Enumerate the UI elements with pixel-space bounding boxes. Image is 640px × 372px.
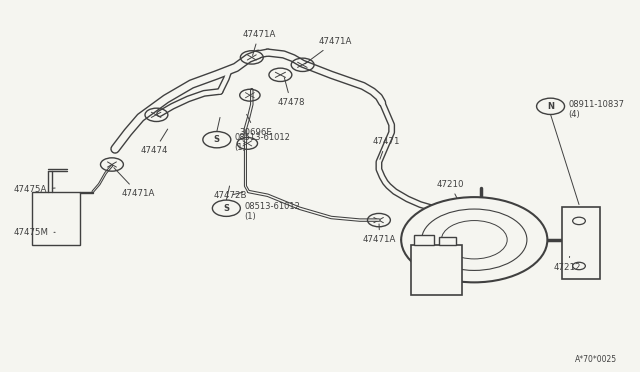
- Text: 08911-10837: 08911-10837: [568, 100, 625, 109]
- Circle shape: [212, 200, 241, 217]
- Text: 47475A: 47475A: [13, 185, 55, 194]
- FancyBboxPatch shape: [562, 208, 600, 279]
- Text: 47471: 47471: [372, 137, 400, 159]
- Text: S: S: [223, 204, 229, 213]
- FancyBboxPatch shape: [33, 192, 80, 245]
- Text: 47472B: 47472B: [214, 191, 247, 200]
- FancyBboxPatch shape: [438, 237, 456, 245]
- Text: S: S: [214, 135, 220, 144]
- Text: 47474: 47474: [141, 129, 168, 155]
- Text: 30696E: 30696E: [239, 114, 272, 137]
- Text: 47471A: 47471A: [363, 224, 396, 244]
- Text: 47471A: 47471A: [243, 29, 276, 55]
- Text: (1): (1): [235, 143, 246, 152]
- Text: 08513-61012: 08513-61012: [235, 133, 291, 142]
- Circle shape: [203, 132, 231, 148]
- Text: (4): (4): [568, 110, 580, 119]
- Text: 47471A: 47471A: [305, 37, 352, 64]
- Circle shape: [401, 197, 547, 282]
- Text: 47210: 47210: [436, 180, 463, 198]
- Text: A*70*0025: A*70*0025: [575, 355, 618, 364]
- Text: (1): (1): [244, 212, 256, 221]
- FancyBboxPatch shape: [414, 235, 434, 245]
- Text: 47475M: 47475M: [13, 228, 55, 237]
- FancyBboxPatch shape: [411, 245, 461, 295]
- Text: 47478: 47478: [277, 77, 305, 107]
- Text: N: N: [547, 102, 554, 111]
- Text: 47471A: 47471A: [114, 168, 155, 198]
- Text: 08513-61012: 08513-61012: [244, 202, 300, 211]
- Text: 47212: 47212: [554, 256, 581, 272]
- Circle shape: [536, 98, 564, 115]
